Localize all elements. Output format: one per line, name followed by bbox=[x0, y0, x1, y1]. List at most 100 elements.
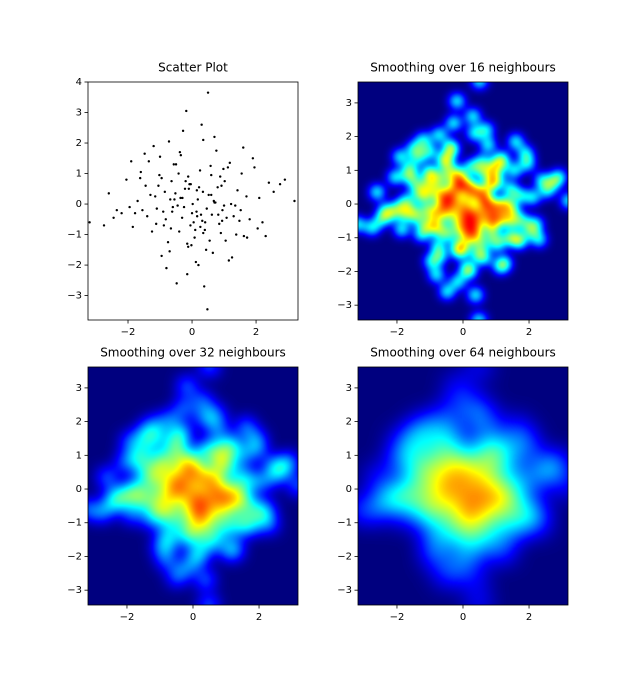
density-point bbox=[472, 367, 487, 373]
density-point bbox=[185, 527, 200, 542]
density-point bbox=[520, 156, 535, 171]
density-point bbox=[237, 448, 252, 463]
density-point bbox=[551, 170, 566, 185]
density-point bbox=[413, 471, 428, 486]
scatter-point bbox=[165, 266, 168, 270]
density-point bbox=[407, 426, 422, 441]
density-point bbox=[502, 466, 517, 481]
x-tick-label: 0 bbox=[460, 327, 466, 338]
scatter-point bbox=[202, 138, 205, 142]
density-point bbox=[209, 480, 224, 495]
density-point bbox=[474, 237, 489, 252]
y-tick-label: −1 bbox=[337, 233, 352, 244]
scatter-point bbox=[213, 135, 216, 139]
density-point bbox=[508, 419, 523, 434]
density-point bbox=[419, 503, 434, 518]
density-point bbox=[388, 455, 403, 470]
scatter-point bbox=[146, 215, 149, 218]
density-point bbox=[184, 460, 199, 475]
y-tick-label: 3 bbox=[346, 98, 352, 109]
scatter-point bbox=[226, 166, 230, 169]
density-point bbox=[507, 163, 522, 178]
density-point bbox=[180, 379, 195, 394]
density-point bbox=[205, 450, 220, 465]
scatter-point bbox=[112, 216, 115, 219]
scatter-point bbox=[240, 172, 243, 175]
x-tick-label: 2 bbox=[526, 612, 532, 623]
y-tick-label: −3 bbox=[67, 585, 82, 596]
scatter-point bbox=[219, 175, 222, 178]
scatter-point bbox=[169, 198, 172, 201]
scatter-point bbox=[189, 183, 192, 186]
scatter-point bbox=[164, 218, 167, 221]
y-tick-label: 3 bbox=[76, 108, 82, 119]
density-point bbox=[540, 183, 555, 198]
density-point bbox=[451, 274, 466, 289]
scatter-point bbox=[162, 210, 165, 213]
scatter-point bbox=[154, 222, 158, 226]
density-image bbox=[358, 367, 568, 605]
subplot-title: Smoothing over 16 neighbours bbox=[370, 61, 556, 75]
y-tick-label: 1 bbox=[346, 165, 352, 176]
density-point bbox=[472, 82, 487, 88]
density-point bbox=[467, 468, 482, 483]
density-point bbox=[442, 512, 457, 527]
scatter-point bbox=[194, 228, 197, 232]
density-layer bbox=[358, 367, 568, 605]
density-point bbox=[461, 210, 476, 225]
scatter-point bbox=[181, 196, 184, 200]
scatter-point bbox=[253, 166, 256, 169]
y-tick-label: 1 bbox=[346, 450, 352, 461]
x-tick-label: 2 bbox=[253, 327, 259, 338]
density-point bbox=[442, 227, 457, 242]
density-point bbox=[194, 507, 209, 522]
density-point bbox=[464, 222, 479, 237]
density-point bbox=[118, 455, 133, 470]
density-point bbox=[409, 210, 424, 225]
density-point bbox=[194, 444, 209, 459]
scatter-point bbox=[205, 207, 208, 210]
density-point bbox=[479, 407, 494, 422]
scatter-point bbox=[192, 221, 195, 224]
scatter-point bbox=[216, 186, 219, 189]
density-point bbox=[459, 261, 474, 276]
x-tick-label: −2 bbox=[121, 327, 136, 338]
density-point bbox=[481, 138, 496, 153]
scatter-point bbox=[186, 175, 190, 178]
density-point bbox=[485, 229, 500, 244]
density-point bbox=[450, 94, 465, 109]
y-tick-label: −3 bbox=[67, 291, 82, 302]
density-point bbox=[467, 411, 482, 426]
density-point bbox=[393, 149, 408, 164]
density-point bbox=[481, 423, 496, 438]
scatter-point bbox=[157, 184, 160, 187]
scatter-point bbox=[131, 225, 135, 229]
y-tick-label: 0 bbox=[346, 484, 352, 495]
density-point bbox=[435, 205, 450, 220]
scatter-point bbox=[158, 173, 161, 177]
scatter-point bbox=[139, 170, 143, 174]
density-point bbox=[446, 116, 461, 131]
density-point bbox=[540, 468, 555, 483]
density-point bbox=[424, 539, 439, 554]
density-point bbox=[100, 470, 115, 485]
scatter-point bbox=[178, 230, 181, 233]
scatter-point bbox=[120, 212, 123, 215]
density-point bbox=[146, 417, 161, 432]
density-point bbox=[174, 475, 189, 490]
scatter-point bbox=[195, 210, 198, 213]
density-point bbox=[493, 259, 508, 274]
density-point bbox=[455, 242, 470, 257]
density-point bbox=[378, 488, 393, 503]
scatter-point bbox=[235, 233, 238, 236]
density-point bbox=[494, 151, 509, 166]
scatter-point bbox=[175, 282, 178, 285]
density-point bbox=[487, 215, 502, 230]
scatter-point bbox=[272, 190, 275, 194]
density-point bbox=[388, 170, 403, 185]
y-tick-label: −3 bbox=[337, 585, 352, 596]
y-tick-label: 1 bbox=[76, 169, 82, 180]
density-point bbox=[465, 394, 480, 409]
x-tick-label: −2 bbox=[120, 612, 135, 623]
scatter-point bbox=[242, 146, 245, 149]
